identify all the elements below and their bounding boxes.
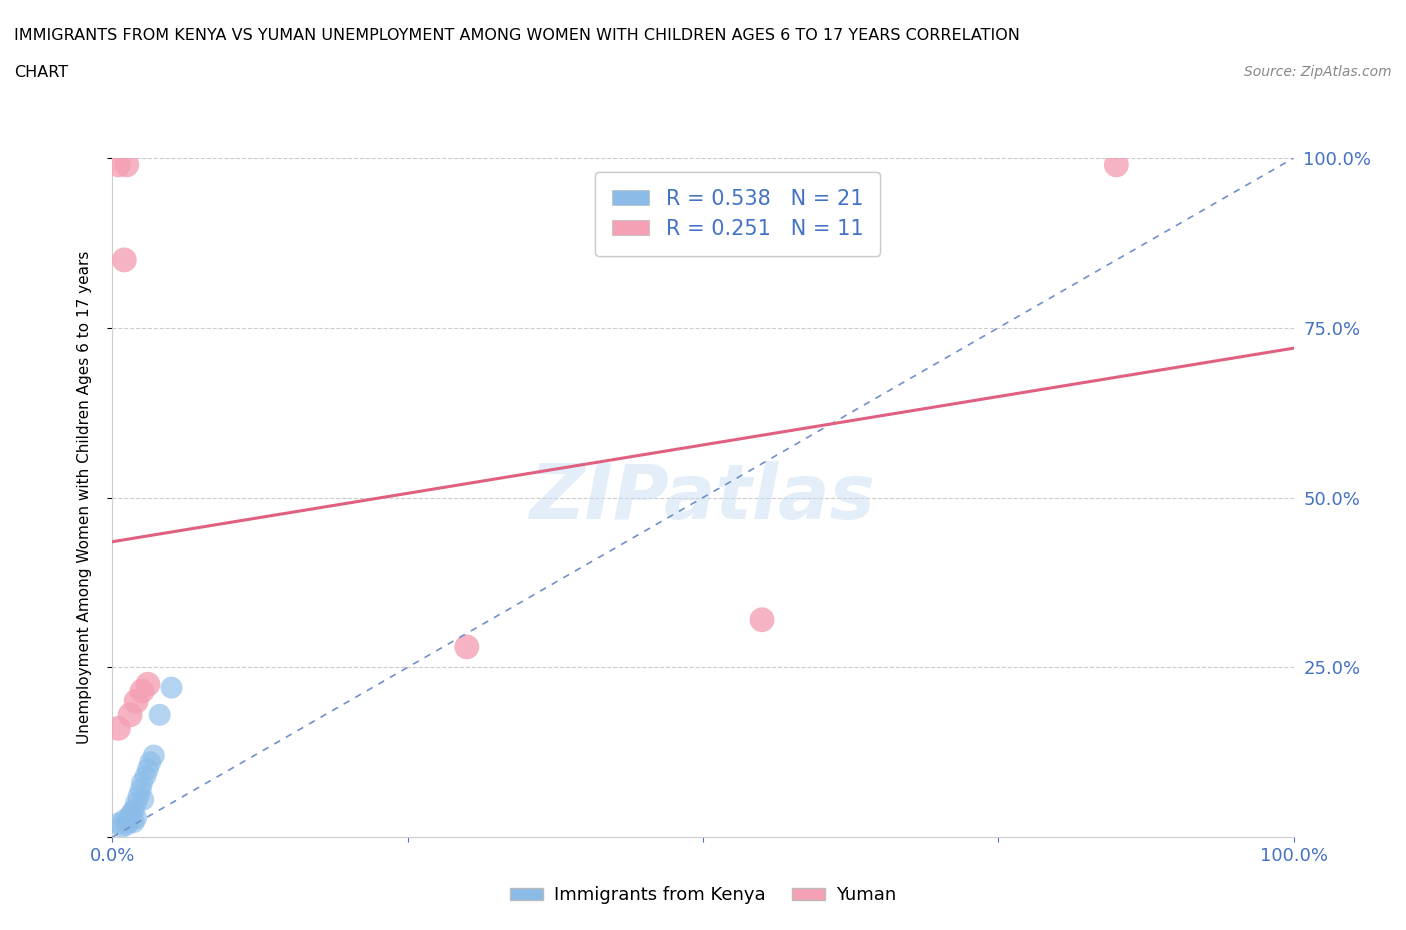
Point xyxy=(115,817,138,832)
Legend: R = 0.538   N = 21, R = 0.251   N = 11: R = 0.538 N = 21, R = 0.251 N = 11 xyxy=(595,172,880,256)
Point xyxy=(118,815,141,830)
Point xyxy=(160,680,183,695)
Point xyxy=(131,776,153,790)
Point xyxy=(120,805,142,820)
Point xyxy=(120,708,142,723)
Point xyxy=(125,811,148,826)
Point xyxy=(107,721,129,736)
Point xyxy=(127,789,149,804)
Text: CHART: CHART xyxy=(14,65,67,80)
Point xyxy=(112,253,135,268)
Text: Source: ZipAtlas.com: Source: ZipAtlas.com xyxy=(1244,65,1392,79)
Point xyxy=(149,708,172,723)
Point xyxy=(139,755,162,770)
Point xyxy=(115,157,138,172)
Point xyxy=(132,792,155,807)
Point xyxy=(456,640,478,655)
Point xyxy=(125,694,148,709)
Point xyxy=(131,684,153,698)
Point xyxy=(111,819,134,834)
Point xyxy=(122,815,145,830)
Point xyxy=(107,157,129,172)
Point xyxy=(129,782,152,797)
Text: ZIPatlas: ZIPatlas xyxy=(530,460,876,535)
Legend: Immigrants from Kenya, Yuman: Immigrants from Kenya, Yuman xyxy=(503,879,903,911)
Point xyxy=(142,748,165,763)
Point xyxy=(1105,157,1128,172)
Point xyxy=(120,809,142,824)
Point xyxy=(751,612,773,627)
Point xyxy=(107,816,129,830)
Point xyxy=(112,813,135,828)
Point xyxy=(125,796,148,811)
Y-axis label: Unemployment Among Women with Children Ages 6 to 17 years: Unemployment Among Women with Children A… xyxy=(77,251,91,744)
Point xyxy=(136,762,159,777)
Point xyxy=(122,803,145,817)
Point xyxy=(135,768,157,783)
Text: IMMIGRANTS FROM KENYA VS YUMAN UNEMPLOYMENT AMONG WOMEN WITH CHILDREN AGES 6 TO : IMMIGRANTS FROM KENYA VS YUMAN UNEMPLOYM… xyxy=(14,28,1019,43)
Point xyxy=(136,677,159,692)
